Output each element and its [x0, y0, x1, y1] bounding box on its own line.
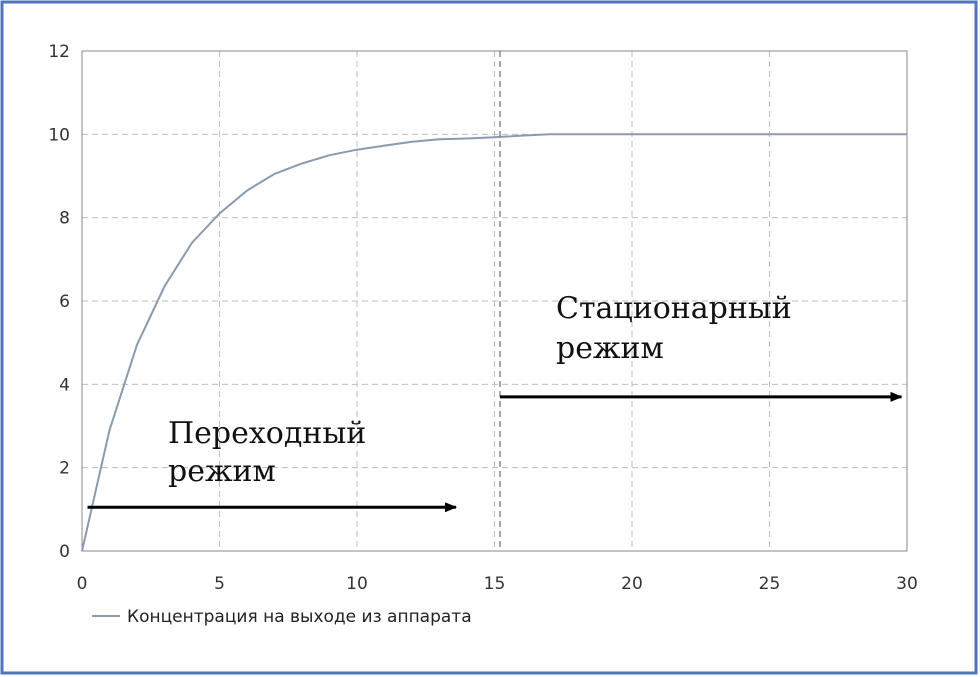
- y-tick-label: 0: [59, 542, 70, 562]
- x-tick-label: 0: [77, 574, 88, 594]
- stationary-label-line2: режим: [556, 331, 664, 366]
- plot-area-border: [81, 50, 908, 552]
- series-line: [81, 133, 907, 552]
- x-tick-label: 15: [484, 574, 506, 594]
- x-tick-label: 5: [214, 574, 225, 594]
- y-tick-label: 4: [59, 375, 70, 395]
- stationary-label-line1: Стационарный: [556, 291, 792, 326]
- y-tick-label: 6: [59, 292, 70, 312]
- y-axis-ticks: 0 2 4 6 8 10 12: [48, 42, 70, 562]
- y-tick-label: 10: [48, 125, 70, 145]
- legend-label: Концентрация на выходе из аппарата: [127, 607, 472, 627]
- y-tick-label: 2: [59, 459, 70, 479]
- y-tick-label: 12: [48, 42, 70, 62]
- y-tick-label: 8: [59, 209, 70, 229]
- transient-label-line1: Переходный: [168, 416, 366, 451]
- x-tick-label: 10: [346, 574, 368, 594]
- x-axis-ticks: 0 5 10 15 20 25 30: [77, 574, 918, 594]
- transient-label-line2: режим: [168, 454, 276, 489]
- x-tick-label: 30: [896, 574, 918, 594]
- x-tick-label: 25: [759, 574, 781, 594]
- x-tick-label: 20: [621, 574, 643, 594]
